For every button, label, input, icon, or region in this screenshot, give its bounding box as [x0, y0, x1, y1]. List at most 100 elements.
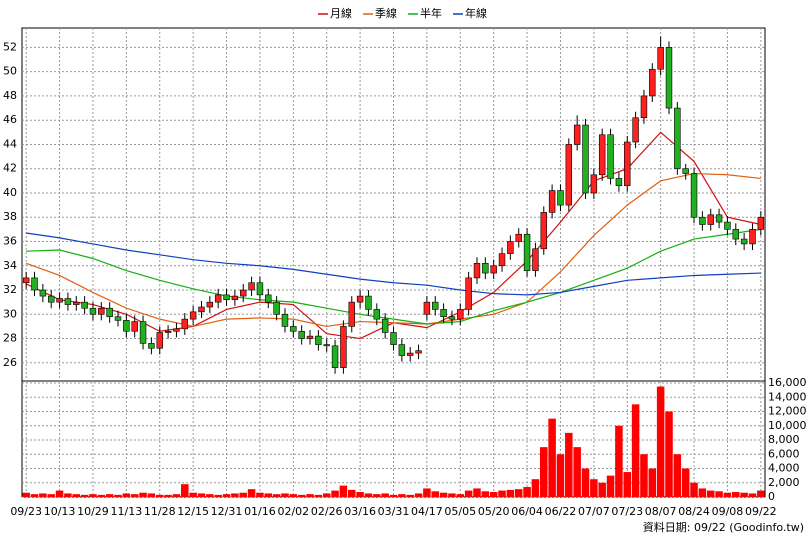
y-tick-label: 40 [3, 186, 17, 199]
volume-bar [272, 494, 281, 497]
y-tick-label: 30 [3, 307, 17, 320]
candle-body [565, 144, 573, 206]
candle-body [273, 301, 280, 315]
candle-body [89, 307, 97, 315]
candle-body [248, 282, 255, 291]
candle-body [381, 318, 389, 333]
x-tick-label: 07/07 [578, 505, 610, 518]
candle-body [106, 307, 113, 318]
candle-body [699, 216, 706, 225]
volume-bar [172, 494, 181, 497]
candle-body [290, 326, 297, 332]
volume-bar [105, 494, 114, 497]
candle-body [214, 294, 222, 303]
legend-label: 月線 [330, 6, 352, 20]
x-tick-label: 11/28 [144, 505, 176, 518]
x-tick-label: 12/31 [211, 505, 243, 518]
candle-body [740, 238, 748, 245]
volume-bar [89, 494, 97, 497]
volume-bar [114, 494, 122, 497]
candle-body [423, 301, 431, 315]
candle-body [490, 265, 497, 274]
candle-body [139, 321, 147, 344]
candle-body [473, 263, 481, 279]
volume-tick-label: 4,000 [768, 462, 800, 475]
volume-tick-label: 6,000 [768, 447, 800, 460]
candle-body [415, 350, 422, 354]
candle-body [114, 316, 122, 321]
x-tick-label: 09/22 [745, 505, 777, 518]
y-tick-label: 26 [3, 356, 17, 369]
y-tick-label: 42 [3, 162, 17, 175]
volume-bar [648, 468, 657, 497]
candle-body [465, 277, 472, 310]
candle-body [732, 229, 740, 240]
volume-bar [381, 493, 389, 497]
volume-bar [364, 493, 373, 497]
volume-bar [414, 493, 423, 497]
volume-bar [297, 494, 306, 497]
moving-average-line [26, 228, 761, 325]
volume-bar [155, 494, 164, 497]
x-tick-label: 01/16 [244, 505, 276, 518]
volume-bar [314, 494, 323, 497]
candle-body [265, 294, 272, 303]
candle-body [306, 335, 314, 339]
volume-tick-label: 2,000 [768, 476, 800, 489]
x-tick-label: 06/04 [511, 505, 543, 518]
volume-bar [439, 492, 448, 497]
volume-bar [615, 425, 623, 497]
candle-body [707, 214, 714, 225]
volume-bar [506, 489, 515, 497]
candle-body [690, 173, 698, 218]
volume-bar [139, 492, 147, 497]
volume-bar [464, 490, 473, 497]
candle-body [665, 47, 673, 109]
x-tick-label: 08/24 [678, 505, 710, 518]
candle-body [598, 134, 606, 176]
candle-body [240, 289, 247, 297]
volume-bar [239, 492, 247, 497]
candle-body [206, 301, 214, 308]
candle-body [365, 295, 372, 310]
volume-bar [590, 479, 598, 497]
volume-bar [740, 492, 748, 497]
candle-body [615, 178, 623, 186]
volume-bar [339, 485, 348, 497]
candle-body [390, 332, 397, 345]
candle-body [757, 216, 765, 230]
volume-tick-label: 0 [768, 490, 775, 503]
volume-bar [406, 494, 414, 497]
candle-body [231, 295, 239, 301]
volume-bar [681, 468, 690, 497]
volume-bar [348, 489, 356, 497]
volume-bar [598, 482, 606, 497]
candle-body [98, 307, 105, 315]
candle-body [148, 343, 155, 349]
volume-bar [55, 490, 64, 497]
candle-body [432, 301, 439, 310]
volume-tick-label: 10,000 [768, 419, 807, 432]
candle-body [298, 330, 305, 339]
candle-body [39, 289, 47, 297]
volume-bar [690, 482, 698, 497]
volume-bar [189, 492, 197, 497]
y-tick-label: 52 [3, 40, 17, 53]
volume-bar [732, 492, 740, 497]
volume-bar [548, 418, 556, 497]
candle-body [682, 168, 689, 174]
x-tick-label: 02/26 [311, 505, 343, 518]
candle-body [198, 306, 205, 313]
volume-bar [64, 493, 72, 497]
y-tick-label: 38 [3, 210, 17, 223]
volume-bar [606, 475, 615, 497]
volume-bar [673, 454, 682, 497]
candle-body [356, 295, 364, 303]
candle-body [632, 117, 639, 143]
volume-bar [289, 494, 298, 497]
volume-bar [698, 488, 707, 497]
volume-bar [247, 489, 256, 497]
volume-bar [573, 447, 581, 497]
volume-bar [97, 494, 106, 497]
